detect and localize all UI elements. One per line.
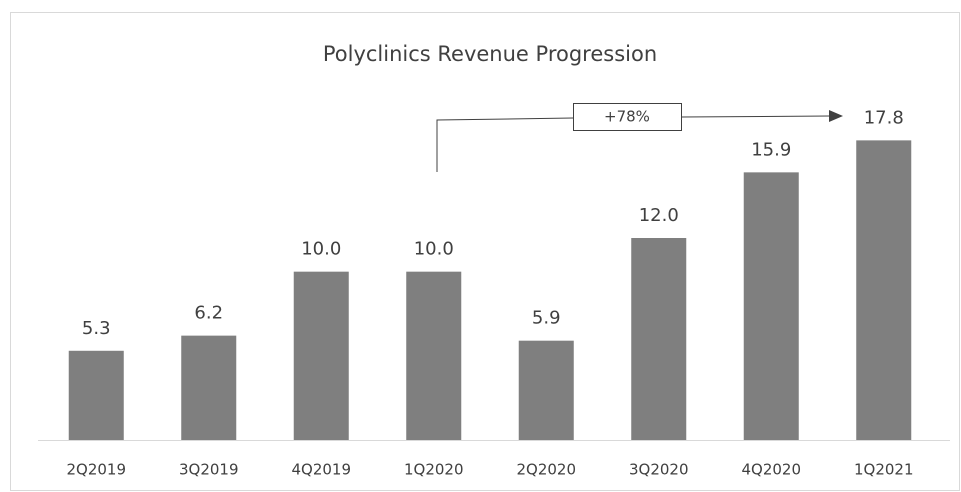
bar xyxy=(181,335,237,440)
data-label: 6.2 xyxy=(194,303,223,324)
x-tick-label: 3Q2019 xyxy=(179,461,239,479)
bar xyxy=(743,172,799,440)
arrow-head xyxy=(829,110,843,122)
data-label: 5.3 xyxy=(82,318,111,339)
data-label: 5.9 xyxy=(532,308,561,329)
bar xyxy=(518,340,574,440)
x-tick-label: 4Q2020 xyxy=(741,461,801,479)
bar xyxy=(856,140,912,440)
bar xyxy=(406,271,462,440)
data-label: 10.0 xyxy=(414,239,454,260)
annotation-line xyxy=(436,117,574,172)
bar xyxy=(68,350,124,440)
bar xyxy=(293,271,349,440)
x-tick-label: 3Q2020 xyxy=(629,461,689,479)
data-label: 17.8 xyxy=(864,107,904,128)
data-label: 12.0 xyxy=(639,205,679,226)
annotation-text: +78% xyxy=(604,108,650,126)
x-tick-label: 2Q2019 xyxy=(66,461,126,479)
chart-frame xyxy=(10,12,960,491)
x-tick-label: 4Q2019 xyxy=(291,461,351,479)
chart-title: Polyclinics Revenue Progression xyxy=(323,42,657,66)
data-label: 10.0 xyxy=(301,239,341,260)
bar xyxy=(631,238,687,440)
x-tick-label: 1Q2020 xyxy=(404,461,464,479)
x-tick-label: 1Q2021 xyxy=(854,461,914,479)
annotation-box xyxy=(573,103,682,131)
annotation-arrow xyxy=(680,115,831,118)
data-label: 15.9 xyxy=(751,139,791,160)
x-tick-label: 2Q2020 xyxy=(516,461,576,479)
